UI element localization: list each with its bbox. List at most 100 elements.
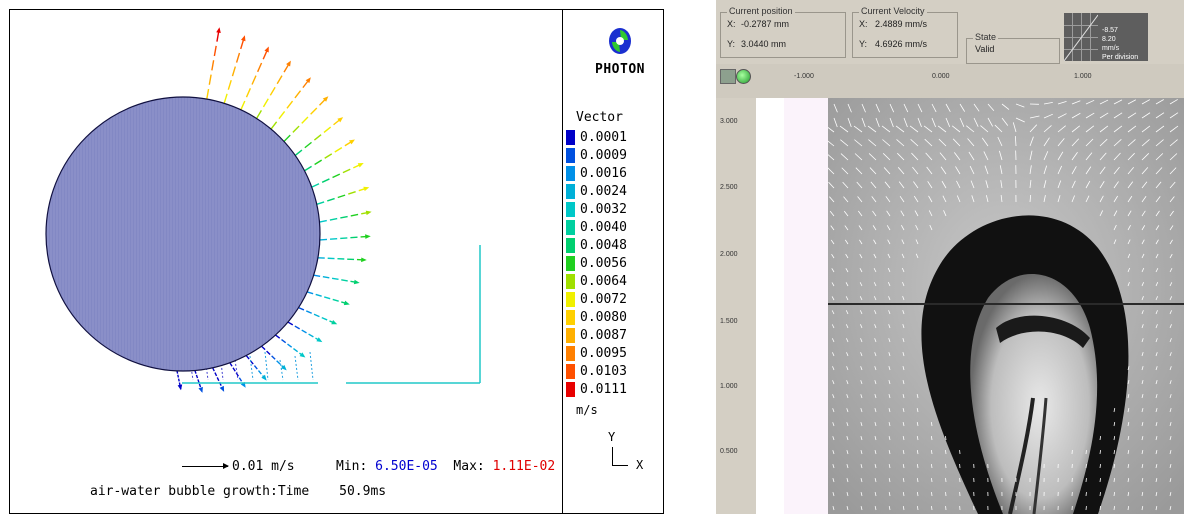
- position-x-label: X:: [727, 19, 736, 29]
- piv-vector: [1113, 99, 1123, 105]
- piv-vector: [1127, 167, 1135, 175]
- piv-vector: [1169, 338, 1172, 343]
- green-status-button[interactable]: [736, 69, 751, 84]
- piv-vector: [874, 338, 877, 343]
- piv-vector: [1155, 352, 1158, 357]
- piv-vector: [1113, 125, 1123, 133]
- piv-vector: [860, 408, 863, 413]
- piv-vector: [916, 491, 919, 497]
- velocity-arrow: [313, 274, 360, 285]
- piv-vector: [1155, 239, 1159, 245]
- piv-vector: [902, 366, 905, 371]
- piv-vector: [916, 408, 919, 413]
- piv-vector: [870, 181, 877, 189]
- piv-vector: [1155, 450, 1158, 455]
- legend-row: 0.0064: [566, 272, 627, 290]
- piv-vector: [1113, 463, 1116, 469]
- piv-vector: [913, 195, 919, 203]
- piv-vector: [888, 310, 891, 315]
- piv-vector: [888, 422, 891, 427]
- piv-vector: [1113, 210, 1118, 217]
- piv-vector: [1099, 195, 1104, 203]
- piv-vector: [1057, 151, 1064, 161]
- piv-vector: [887, 267, 891, 273]
- piv-vector: [981, 137, 989, 147]
- legend-value: 0.0095: [580, 345, 627, 361]
- piv-vector: [846, 506, 849, 511]
- scale-line-4: Per division: [1102, 54, 1139, 61]
- velocity-arrow: [189, 359, 194, 381]
- piv-vector: [874, 366, 877, 371]
- piv-vector: [882, 139, 891, 147]
- piv-vector: [1043, 125, 1052, 133]
- piv-vector: [901, 253, 905, 259]
- piv-vector: [968, 151, 975, 161]
- piv-vector: [888, 492, 891, 497]
- piv-vector: [903, 117, 908, 128]
- piv-vector: [915, 224, 919, 231]
- piv-vector: [913, 181, 919, 189]
- piv-vector: [1169, 196, 1175, 203]
- piv-vector: [1141, 239, 1145, 245]
- piv-vector: [1141, 125, 1151, 133]
- velocity-arrow: [229, 362, 246, 388]
- piv-vector: [832, 422, 835, 427]
- piv-vector: [1014, 136, 1017, 147]
- piv-vector: [846, 338, 849, 343]
- piv-vector: [855, 167, 863, 175]
- piv-vector: [1127, 477, 1130, 483]
- legend-swatch: [566, 309, 575, 325]
- velocity-arrow: [270, 77, 311, 130]
- piv-vector: [902, 408, 905, 413]
- piv-vector: [1099, 449, 1101, 455]
- piv-vector: [1155, 408, 1158, 413]
- piv-vector: [1155, 296, 1158, 301]
- legend-value: 0.0056: [580, 255, 627, 271]
- vector-toggle-button[interactable]: [720, 69, 736, 84]
- piv-vector: [860, 338, 863, 343]
- scale-grid[interactable]: [1064, 13, 1098, 61]
- legend-value: 0.0032: [580, 201, 627, 217]
- simulation-panel: PHOTON Vector 0.0001 0.0009 0.0016 0.0024 0.…: [9, 9, 664, 514]
- piv-vector: [1141, 139, 1150, 147]
- piv-vector: [1127, 125, 1137, 133]
- legend-value: 0.0024: [580, 183, 627, 199]
- piv-vector: [1141, 366, 1144, 371]
- piv-vector: [832, 352, 835, 357]
- piv-vector: [1071, 195, 1075, 203]
- piv-vector: [886, 225, 891, 231]
- piv-vector: [1099, 152, 1107, 161]
- piv-vector: [868, 153, 877, 161]
- piv-vector: [1141, 267, 1145, 273]
- piv-vector: [912, 166, 919, 175]
- velocity-arrow: [306, 291, 350, 306]
- legend-swatch: [566, 201, 575, 217]
- piv-vector: [930, 449, 933, 455]
- piv-vector: [1043, 195, 1046, 203]
- piv-vector: [853, 125, 863, 133]
- piv-vector: [902, 281, 905, 287]
- piv-vector: [1015, 117, 1025, 123]
- piv-vector: [832, 408, 835, 413]
- piv-image-view[interactable]: [756, 98, 1184, 514]
- piv-vector: [1169, 210, 1174, 217]
- piv-vector: [845, 253, 849, 259]
- piv-vector: [844, 239, 849, 245]
- piv-vector: [1141, 408, 1144, 413]
- piv-vector: [1057, 100, 1067, 105]
- piv-vector: [889, 103, 895, 113]
- piv-vector: [1127, 281, 1130, 287]
- piv-vector: [1113, 195, 1119, 203]
- piv-vector: [1057, 165, 1063, 175]
- piv-vector: [1127, 422, 1130, 427]
- piv-vector: [1155, 139, 1164, 147]
- piv-vector: [1113, 435, 1116, 441]
- piv-vector: [1113, 139, 1122, 147]
- piv-vector: [1043, 101, 1053, 105]
- piv-vector: [843, 210, 849, 217]
- piv-vector: [874, 492, 877, 497]
- piv-vector: [1113, 449, 1116, 455]
- legend-value: 0.0001: [580, 129, 627, 145]
- image-pink-margin: [784, 98, 828, 514]
- piv-vector: [1141, 253, 1145, 259]
